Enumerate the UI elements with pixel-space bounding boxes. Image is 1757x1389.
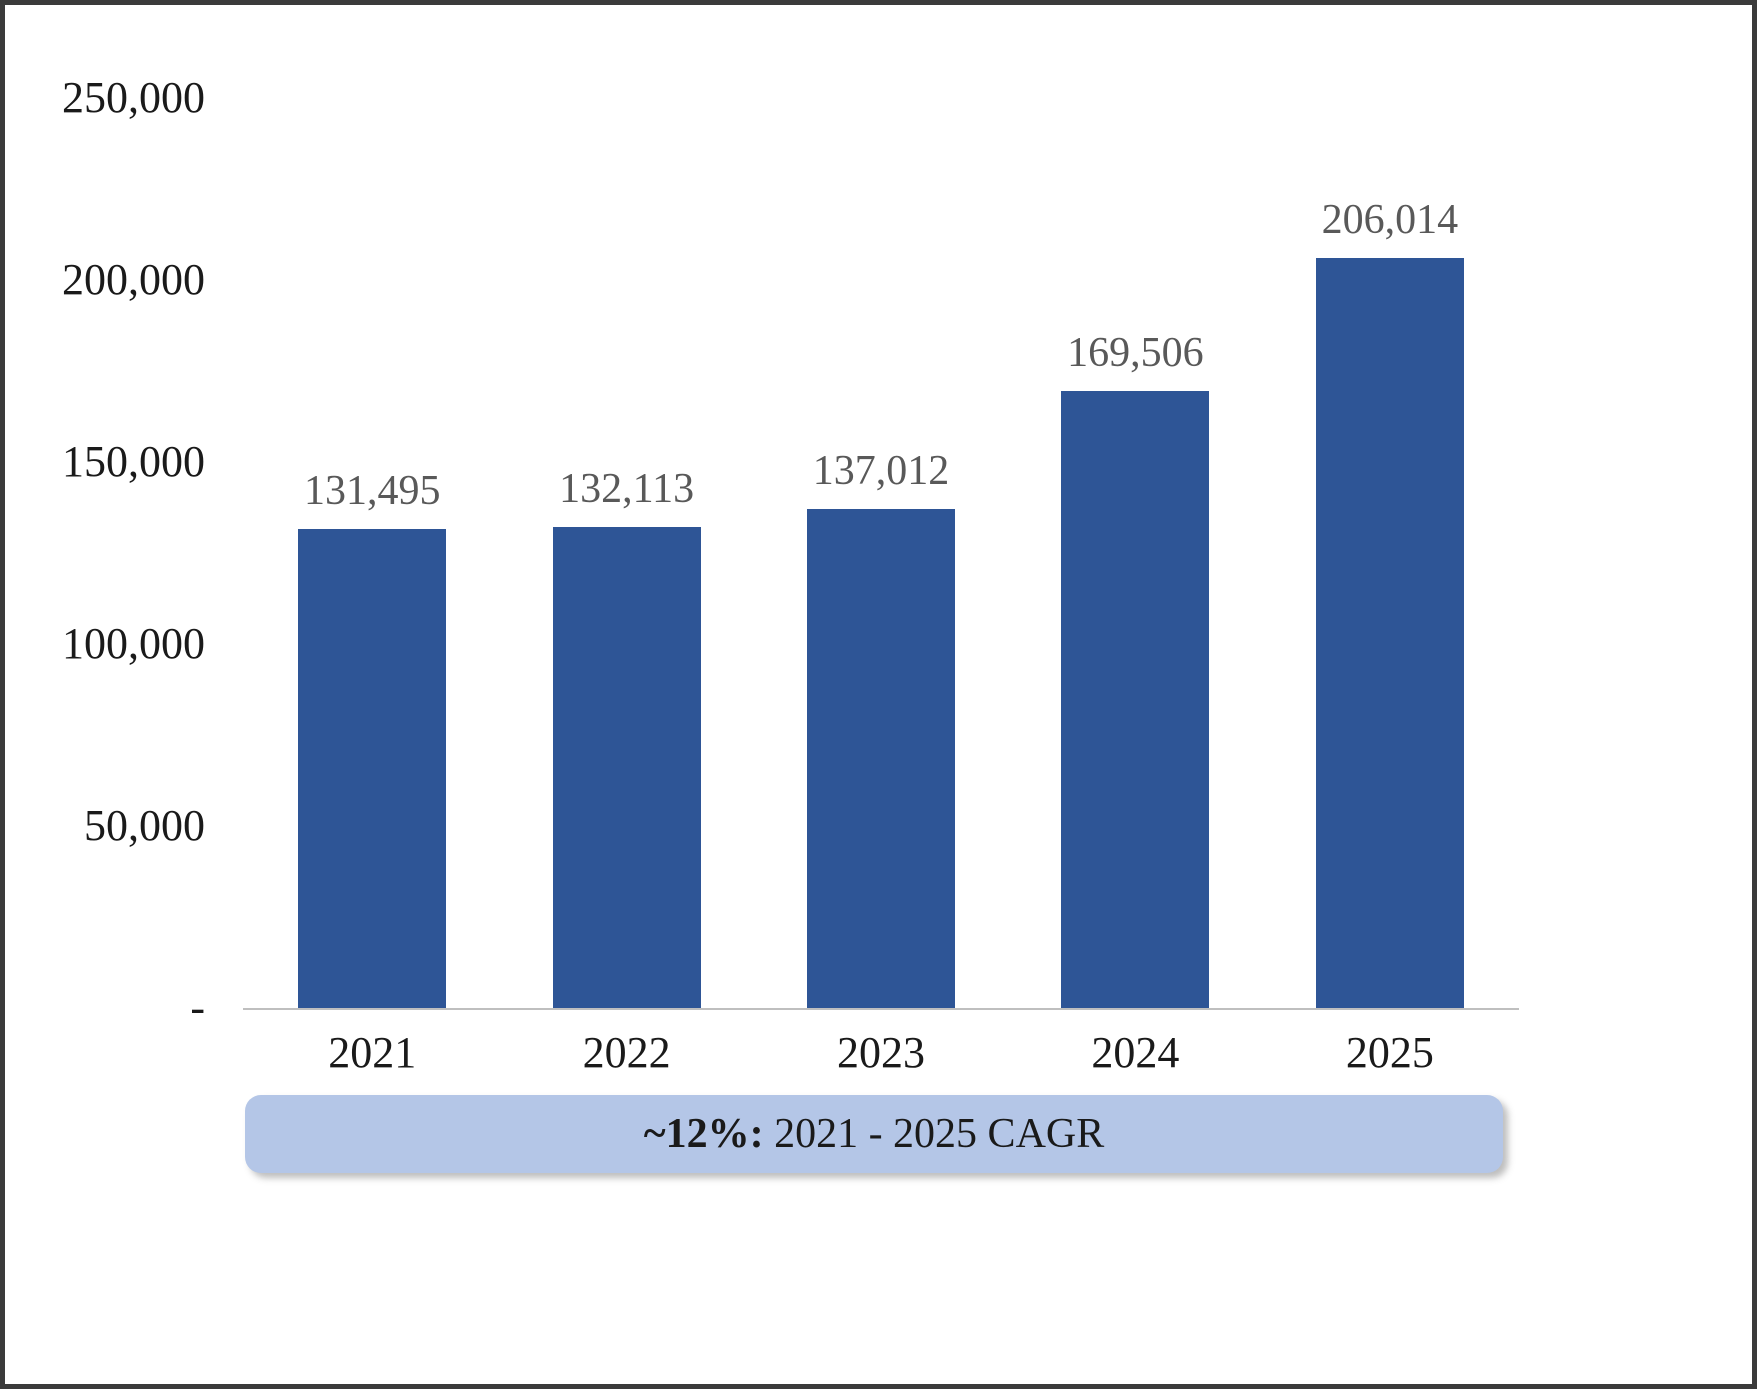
bar-value-label: 169,506: [1067, 330, 1204, 376]
bar-column: 169,506: [1008, 98, 1262, 1008]
y-tick-label: 250,000: [62, 73, 205, 122]
x-tick-label: 2025: [1345, 1028, 1434, 1077]
x-axis-line: [243, 1008, 1519, 1010]
bar: [1315, 258, 1464, 1008]
y-tick-label: 200,000: [62, 255, 205, 304]
bar-column: 131,495: [245, 98, 499, 1008]
bar-column: 132,113: [499, 98, 753, 1008]
x-axis-labels: 2021 2022 2023 2024 2025: [245, 1027, 1517, 1078]
x-tick-label: 2023: [837, 1028, 926, 1077]
y-tick-label: 150,000: [62, 437, 205, 486]
bar: [298, 529, 447, 1008]
y-tick-label: -: [190, 983, 205, 1032]
plot-area: 131,495 132,113 137,012 169,506 206,014: [245, 98, 1517, 1008]
bar: [1061, 391, 1210, 1008]
x-tick-label: 2021: [328, 1028, 417, 1077]
bar: [552, 527, 701, 1008]
x-tick-label: 2022: [582, 1028, 671, 1077]
bar-value-label: 206,014: [1321, 197, 1459, 244]
x-tick-label: 2024: [1091, 1028, 1180, 1077]
bar-value-label: 132,113: [559, 466, 695, 513]
cagr-banner-text: 2021 - 2025 CAGR: [763, 1111, 1105, 1157]
cagr-banner-bold-text: ~12%:: [643, 1111, 764, 1157]
bar-column: 137,012: [754, 98, 1008, 1008]
bar-value-label: 131,495: [303, 468, 441, 515]
y-tick-label: 100,000: [62, 619, 205, 668]
bar-column: 206,014: [1263, 98, 1517, 1008]
bar-value-label: 137,012: [812, 448, 950, 495]
y-tick-label: 50,000: [84, 801, 205, 850]
bar: [807, 509, 956, 1008]
cagr-banner: ~12%: 2021 - 2025 CAGR: [245, 1095, 1503, 1173]
